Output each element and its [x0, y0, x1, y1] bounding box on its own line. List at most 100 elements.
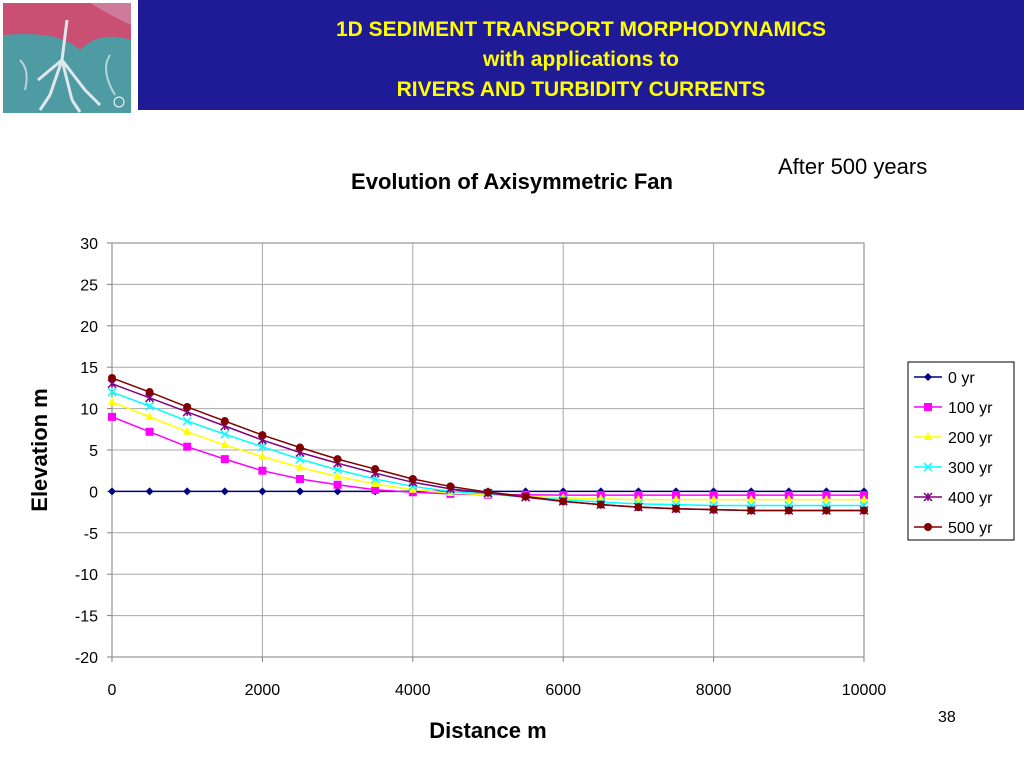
x-tick-label: 6000 [545, 682, 581, 699]
data-point [747, 506, 756, 515]
y-tick-label: 10 [80, 402, 98, 419]
x-axis-label: Distance m [429, 718, 546, 743]
legend-label: 200 yr [948, 430, 993, 447]
legend-label: 400 yr [948, 490, 993, 507]
data-point [145, 487, 154, 496]
data-point [333, 455, 342, 464]
data-point [220, 417, 229, 426]
slide-number: 38 [938, 709, 956, 726]
header-title-line1: 1D SEDIMENT TRANSPORT MORPHODYNAMICS [335, 18, 827, 41]
y-tick-label: 5 [89, 443, 98, 460]
data-point [408, 474, 417, 483]
data-point [183, 402, 192, 411]
data-point [220, 455, 229, 464]
data-point [258, 487, 267, 496]
y-tick-label: -20 [75, 650, 98, 667]
x-tick-label: 4000 [395, 682, 431, 699]
legend-label: 100 yr [948, 400, 993, 417]
data-point [446, 482, 455, 491]
y-tick-label: 20 [80, 319, 98, 336]
data-point [634, 503, 643, 512]
x-tick-label: 8000 [696, 682, 732, 699]
data-point [108, 412, 116, 421]
data-point [484, 488, 492, 497]
data-point [371, 485, 380, 494]
data-point [924, 432, 932, 440]
data-point [145, 401, 155, 411]
series-500-yr [108, 373, 868, 515]
data-point [258, 451, 267, 460]
y-tick-label: 0 [89, 484, 98, 501]
data-point [108, 373, 116, 382]
data-point [108, 396, 116, 405]
data-point [709, 494, 718, 503]
data-point [924, 403, 932, 411]
y-tick-label: 30 [80, 236, 98, 253]
header-title-line3: RIVERS AND TURBIDITY CURRENTS [396, 78, 766, 101]
data-point [258, 466, 267, 475]
river-delta-satellite-image-icon [0, 0, 138, 116]
data-point [747, 494, 756, 503]
data-point [371, 465, 380, 474]
plot-border [111, 242, 865, 658]
legend-label: 300 yr [948, 460, 993, 477]
data-point [333, 487, 342, 496]
legend-label: 0 yr [948, 370, 975, 387]
y-tick-label: -5 [84, 526, 98, 543]
data-point [220, 487, 229, 496]
y-tick-label: -10 [75, 567, 98, 584]
y-tick-label: 25 [80, 277, 98, 294]
data-point [258, 431, 267, 440]
data-point [709, 505, 718, 514]
legend-box [907, 361, 1015, 541]
x-tick-label: 0 [108, 682, 117, 699]
y-tick-label: -15 [75, 609, 98, 626]
data-point [822, 506, 831, 515]
y-tick-label: 15 [80, 360, 98, 377]
data-point [183, 426, 192, 435]
data-point [784, 494, 793, 503]
data-point [521, 492, 530, 501]
data-point [923, 462, 933, 472]
data-point [672, 494, 680, 503]
data-point [923, 492, 933, 502]
data-point [333, 480, 342, 489]
data-point [924, 523, 932, 531]
data-point [860, 494, 868, 503]
river-delta-logo [0, 0, 138, 116]
data-point [408, 484, 417, 493]
header-banner: 1D SEDIMENT TRANSPORT MORPHODYNAMICS wit… [138, 0, 1024, 110]
data-point [183, 487, 192, 496]
time-note: After 500 years [778, 154, 928, 179]
data-point [220, 440, 229, 449]
data-point [296, 462, 304, 471]
data-point [672, 504, 680, 513]
chart-title: Evolution of Axisymmetric Fan [351, 169, 673, 194]
data-point [296, 487, 304, 496]
data-point [145, 427, 154, 436]
data-point [296, 474, 304, 483]
data-point [408, 481, 418, 491]
y-axis-label: Elevation m [27, 388, 52, 511]
x-tick-label: 10000 [842, 682, 887, 699]
data-point [596, 500, 605, 509]
data-point [107, 387, 117, 397]
data-point [333, 465, 343, 475]
data-point [220, 429, 230, 439]
data-point [145, 388, 154, 397]
legend-label: 500 yr [948, 520, 993, 537]
data-point [784, 506, 793, 515]
data-point [559, 497, 568, 506]
data-point [183, 442, 192, 451]
data-point [257, 442, 267, 452]
data-point [822, 494, 831, 503]
data-point [371, 478, 380, 487]
data-point [295, 454, 305, 464]
data-point [860, 506, 868, 515]
x-tick-label: 2000 [245, 682, 281, 699]
data-point [145, 411, 154, 420]
data-point [333, 471, 342, 480]
data-point [924, 373, 932, 381]
data-point [108, 487, 116, 496]
